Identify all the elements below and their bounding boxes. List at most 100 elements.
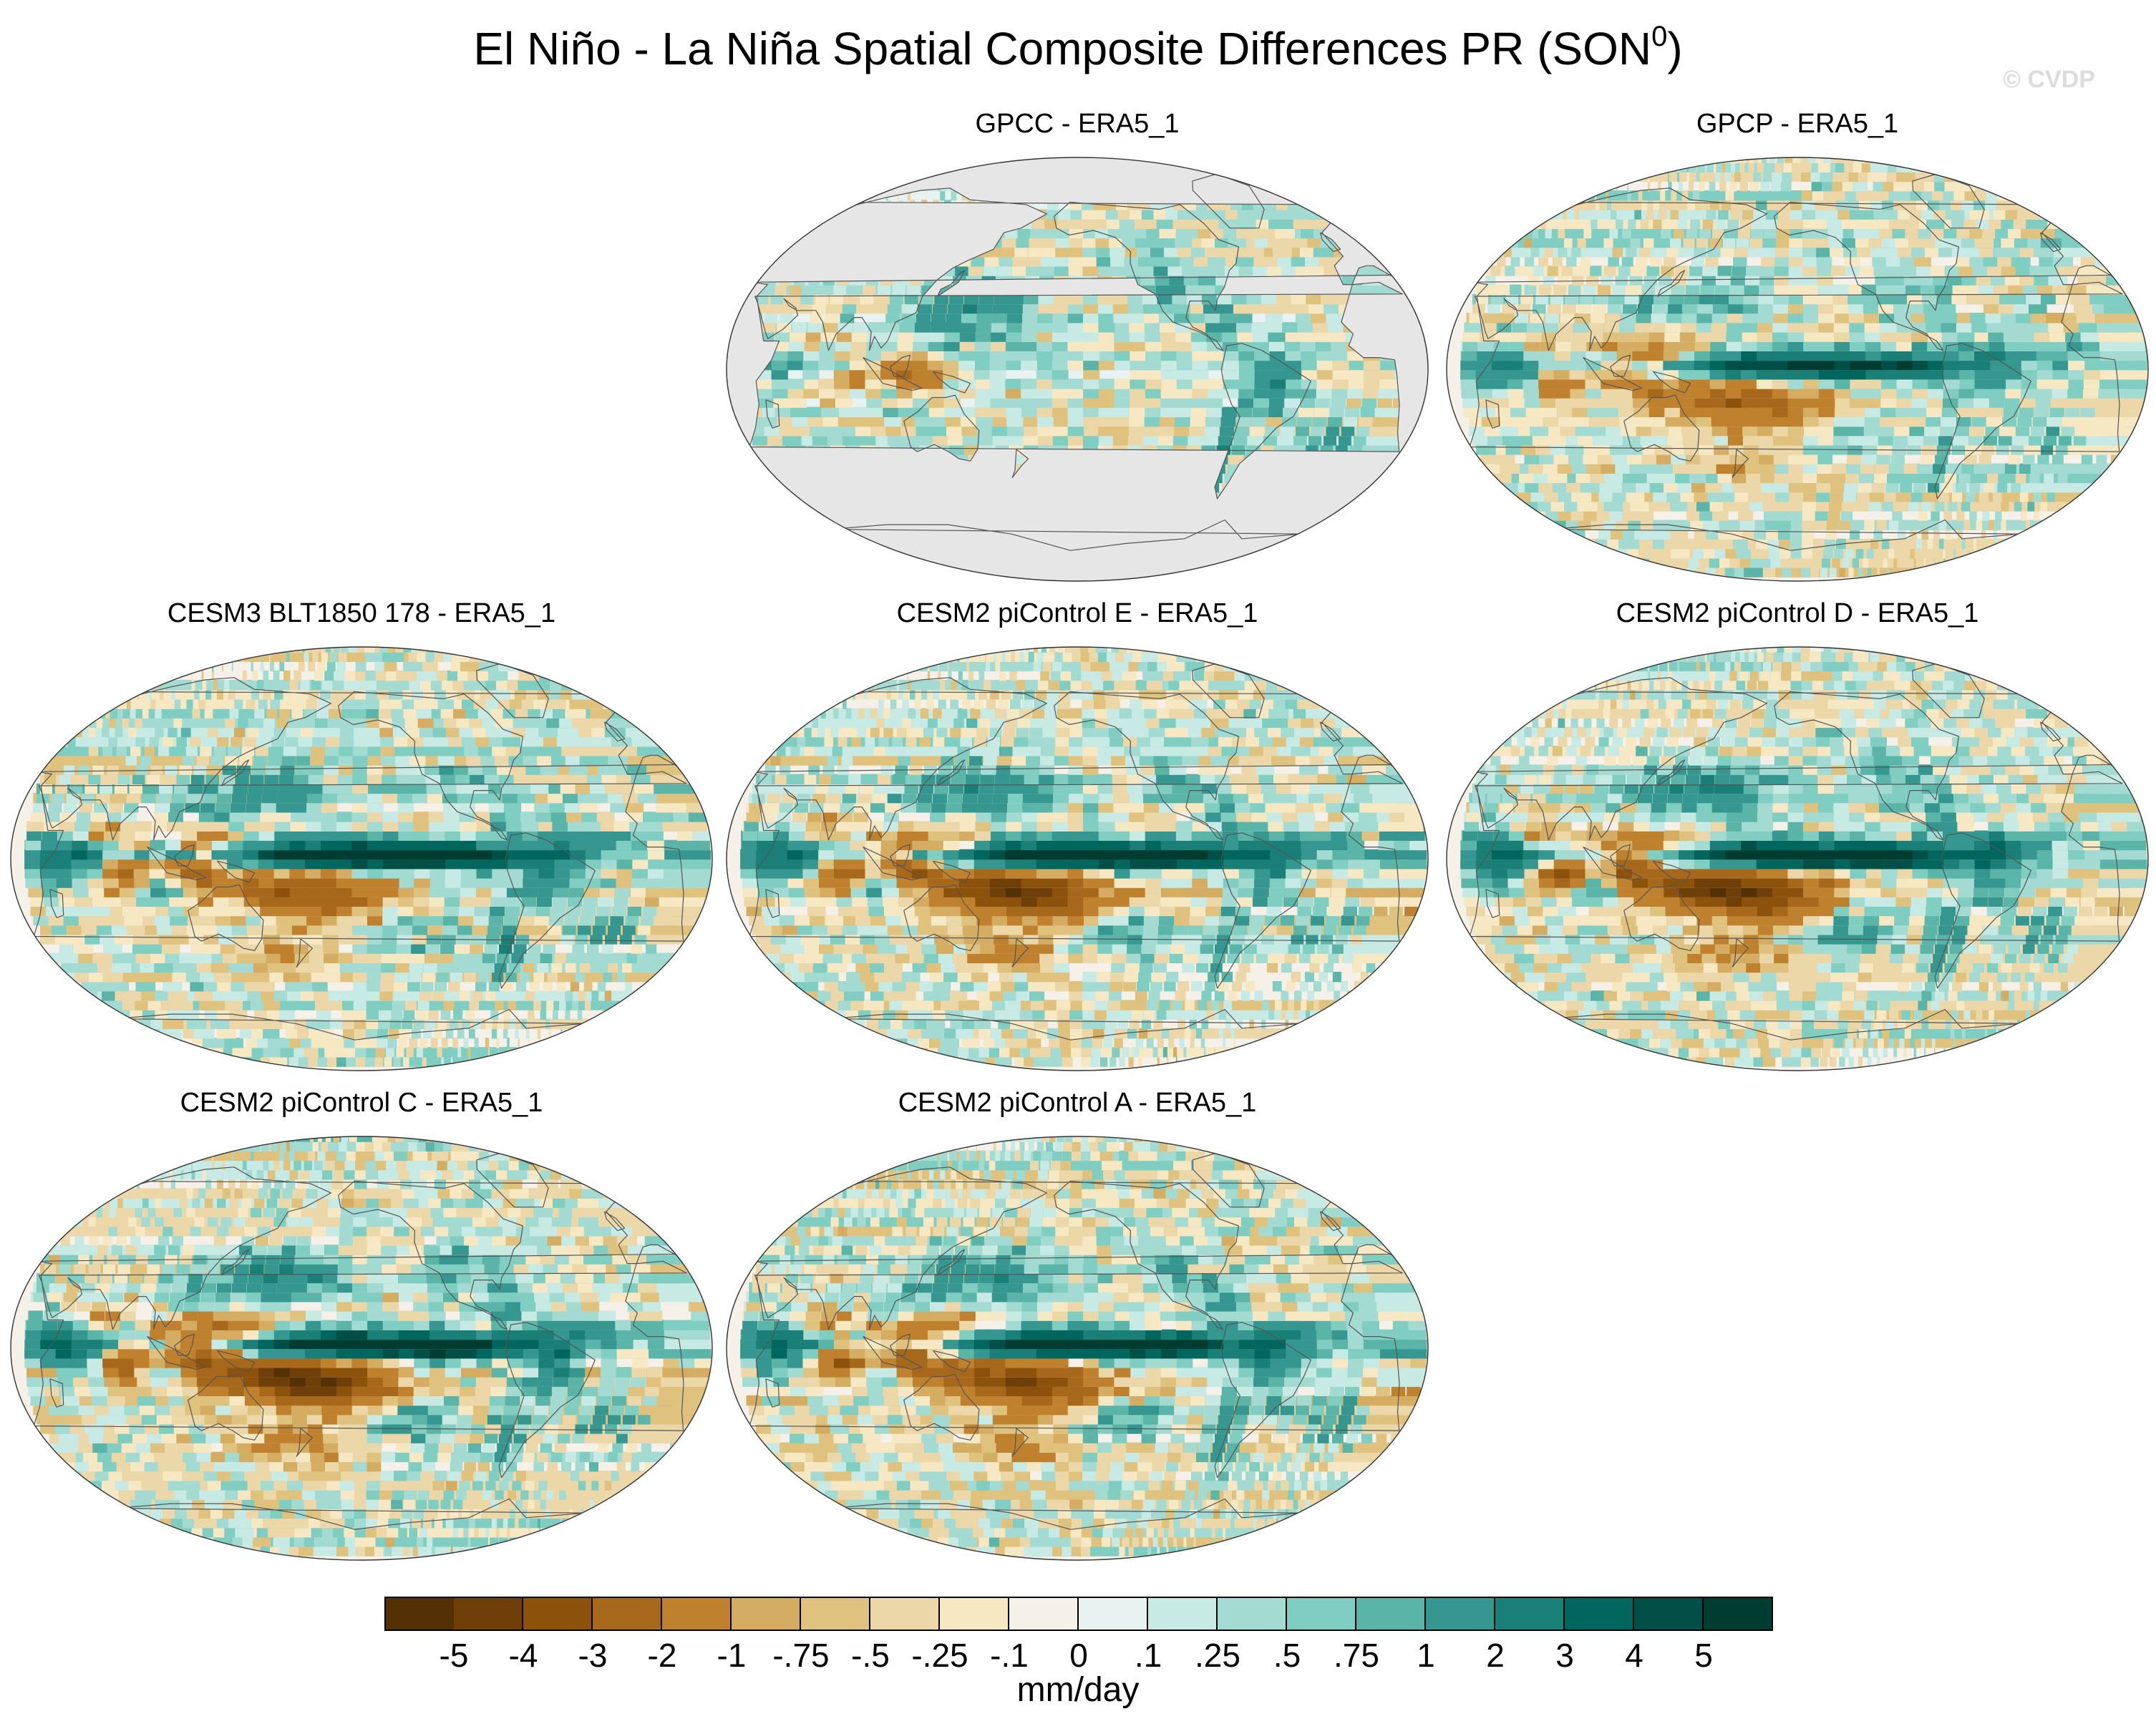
anomaly-cell [1787, 359, 1805, 371]
anomaly-cell [1996, 200, 2019, 210]
anomaly-cell [2053, 209, 2077, 220]
anomaly-cell [1490, 266, 1501, 276]
anomaly-cell [1930, 266, 1948, 276]
anomaly-cell [1577, 435, 1596, 446]
anomaly-cell [538, 859, 555, 870]
anomaly-cell [439, 764, 456, 775]
anomaly-cell [1265, 313, 1283, 323]
anomaly-cell [1787, 388, 1805, 399]
panel-title: GPCP - ERA5_1 [1696, 109, 1899, 139]
anomaly-cell [155, 915, 173, 926]
anomaly-cell [227, 868, 244, 879]
anomaly-cell [1742, 529, 1757, 540]
anomaly-cell [2080, 406, 2095, 417]
anomaly-cell [78, 764, 89, 775]
anomaly-cell [570, 868, 586, 879]
anomaly-cell [1345, 406, 1360, 417]
anomaly-cell [1297, 322, 1316, 333]
anomaly-cell [281, 755, 296, 766]
anomaly-cell [1606, 313, 1621, 323]
anomaly-cell [1866, 548, 1874, 559]
anomaly-cell [1558, 228, 1565, 239]
anomaly-cell [1761, 157, 1767, 163]
anomaly-cell [1022, 313, 1039, 323]
anomaly-cell [234, 698, 243, 709]
anomaly-cell [394, 736, 409, 747]
anomaly-cell [1254, 369, 1271, 380]
anomaly-cell [321, 905, 338, 917]
anomaly-cell [1611, 162, 1619, 172]
anomaly-cell [398, 839, 415, 851]
anomaly-cell [1938, 435, 1953, 446]
anomaly-cell [233, 783, 248, 794]
anomaly-cell [1492, 350, 1508, 361]
anomaly-cell [263, 1000, 281, 1010]
anomaly-cell [460, 830, 477, 841]
anomaly-cell [1828, 237, 1845, 248]
anomaly-cell [564, 915, 579, 926]
anomaly-cell [1955, 256, 1974, 267]
anomaly-cell [1709, 180, 1716, 192]
anomaly-cell [853, 190, 854, 201]
anomaly-cell [535, 905, 550, 917]
anomaly-cell [1895, 331, 1913, 342]
anomaly-cell [264, 943, 281, 954]
anomaly-cell [1648, 341, 1664, 351]
anomaly-cell [150, 877, 167, 888]
anomaly-cell [2041, 200, 2067, 210]
anomaly-cell [1145, 379, 1162, 389]
anomaly-cell [1565, 293, 1578, 305]
anomaly-cell [366, 792, 384, 804]
anomaly-cell [1647, 359, 1664, 371]
anomaly-cell [1918, 510, 1928, 521]
anomaly-cell [1699, 180, 1705, 192]
anomaly-cell [1834, 379, 1851, 389]
anomaly-cell [1893, 538, 1900, 550]
anomaly-cell [1142, 293, 1160, 305]
anomaly-cell [1462, 397, 1481, 408]
anomaly-cell [396, 1047, 404, 1058]
anomaly-cell [210, 962, 229, 973]
anomaly-cell [228, 830, 244, 841]
anomaly-cell [1538, 369, 1555, 380]
anomaly-cell [825, 313, 839, 323]
anomaly-cell [81, 925, 101, 935]
anomaly-cell [850, 388, 868, 399]
anomaly-cell [171, 925, 190, 935]
anomaly-cell [39, 859, 57, 870]
anomaly-cell [365, 1056, 374, 1067]
anomaly-cell [1331, 388, 1348, 399]
anomaly-cell [2019, 492, 2029, 502]
anomaly-cell [1246, 567, 1253, 577]
anomaly-cell [243, 877, 260, 888]
anomaly-cell [2044, 435, 2057, 446]
anomaly-cell [1190, 406, 1207, 417]
anomaly-cell [1689, 472, 1706, 484]
anomaly-cell [242, 859, 259, 870]
anomaly-cell [122, 736, 132, 747]
anomaly-cell [158, 746, 170, 756]
anomaly-cell [572, 1000, 578, 1010]
anomaly-cell [1197, 155, 1221, 163]
anomaly-cell [1130, 369, 1147, 380]
anomaly-cell [1315, 397, 1331, 408]
anomaly-cell [398, 896, 414, 907]
anomaly-cell [1699, 200, 1707, 210]
anomaly-cell [1326, 425, 1340, 437]
anomaly-cell [1524, 256, 1535, 267]
anomaly-cell [928, 388, 945, 399]
anomaly-cell [1727, 313, 1743, 323]
anomaly-cell [341, 1018, 356, 1029]
anomaly-cell [834, 350, 850, 361]
anomaly-cell [394, 971, 409, 983]
anomaly-cell [1573, 322, 1588, 333]
anomaly-cell [601, 774, 621, 784]
anomaly-cell [1268, 331, 1286, 342]
anomaly-cell [1969, 510, 1977, 521]
anomaly-cell [1558, 416, 1576, 427]
anomaly-cell [203, 1056, 227, 1067]
anomaly-cell [948, 444, 966, 455]
anomaly-cell [445, 726, 463, 738]
anomaly-cell [200, 746, 212, 756]
anomaly-cell [1880, 341, 1898, 351]
